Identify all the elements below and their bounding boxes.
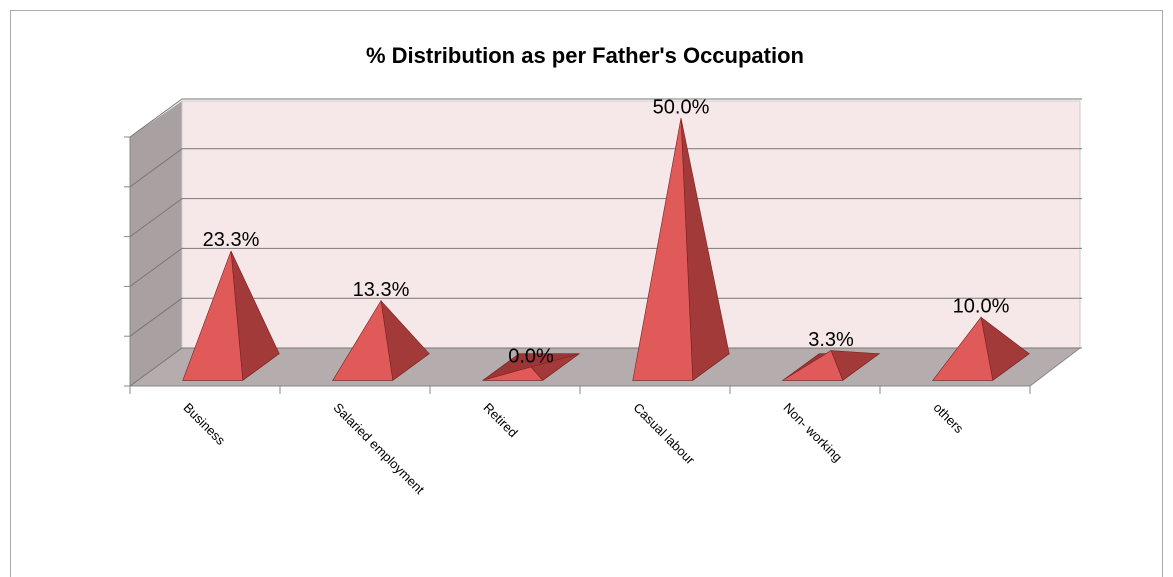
pyramid: [181, 250, 281, 381]
pyramid: [781, 350, 881, 381]
data-label: 23.3%: [203, 229, 260, 251]
pyramid: [481, 353, 581, 381]
side-grid-line: [129, 347, 183, 387]
side-grid-line: [129, 98, 183, 138]
data-label: 50.0%: [653, 96, 710, 118]
data-label: 10.0%: [953, 295, 1010, 317]
side-grid-line: [129, 297, 183, 337]
data-label: 3.3%: [808, 329, 854, 351]
pyramid: [331, 299, 431, 381]
data-label: 13.3%: [353, 279, 410, 301]
side-grid-line: [129, 198, 183, 238]
side-grid-line: [129, 148, 183, 188]
pyramid: [931, 316, 1031, 381]
pyramid: [631, 117, 731, 381]
pyramid-front: [182, 250, 244, 381]
pyramid-front: [781, 350, 844, 381]
pyramid-front: [332, 299, 394, 381]
floor-edge: [1029, 347, 1081, 387]
side-grid-line: [129, 247, 183, 287]
pyramid-front: [932, 316, 994, 381]
pyramid-front: [632, 117, 694, 381]
side-wall: [130, 101, 182, 386]
chart-title: % Distribution as per Father's Occupatio…: [366, 43, 804, 68]
data-label: 0.0%: [508, 345, 554, 367]
back-wall: [181, 100, 1081, 349]
pyramid-front: [482, 366, 544, 381]
